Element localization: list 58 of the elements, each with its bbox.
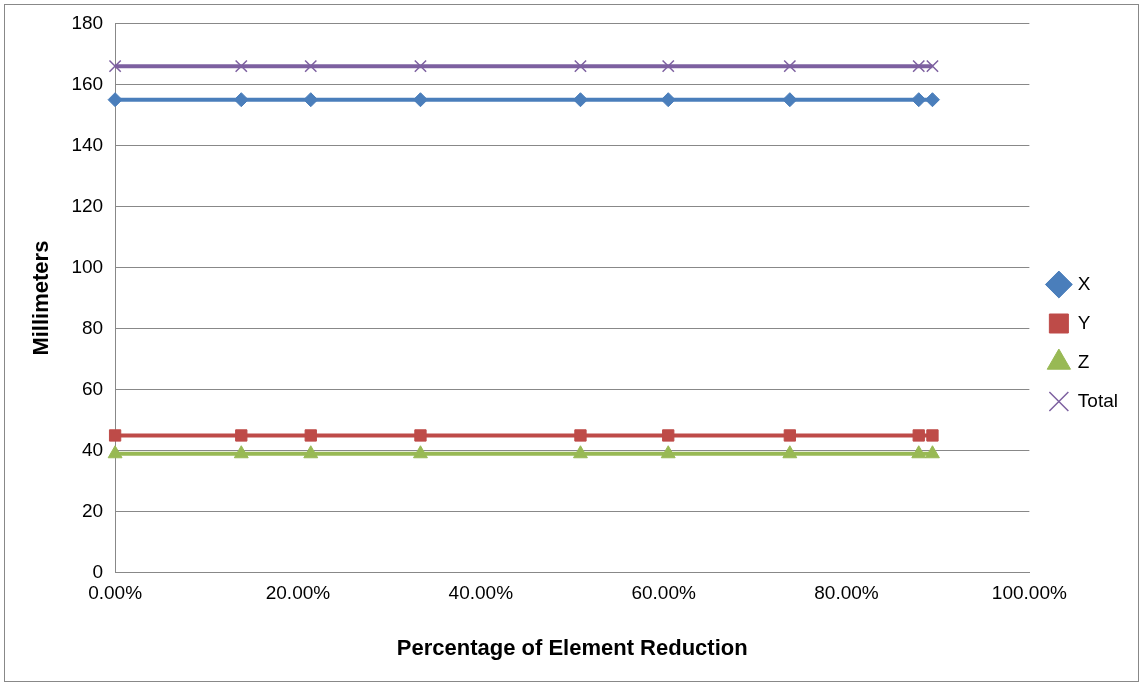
x-tick-label: 60.00% — [631, 582, 696, 604]
point — [107, 445, 123, 459]
point — [303, 445, 319, 459]
point — [412, 92, 428, 108]
point — [414, 59, 427, 73]
point — [662, 429, 675, 442]
point — [782, 445, 798, 459]
point — [574, 59, 587, 73]
point — [304, 429, 317, 442]
point — [660, 92, 676, 108]
x-axis-title: Percentage of Element Reduction — [396, 634, 748, 660]
y-tick-label: 80 — [81, 316, 104, 338]
legend-label: Y — [1077, 311, 1091, 333]
x-tick-label: 0.00% — [88, 582, 143, 604]
point — [304, 59, 318, 73]
point — [924, 92, 940, 108]
point — [107, 92, 123, 108]
point — [108, 59, 122, 73]
point — [661, 59, 675, 73]
x-tick-label: 80.00% — [814, 582, 879, 604]
point — [911, 92, 927, 108]
point — [660, 445, 676, 459]
point — [783, 429, 796, 442]
y-tick-label: 100 — [71, 255, 104, 277]
legend-label: Z — [1077, 350, 1090, 372]
x-tick-label: 100.00% — [991, 582, 1067, 604]
y-tick-label: 40 — [81, 438, 104, 460]
point — [233, 445, 249, 459]
point — [782, 92, 798, 108]
y-axis-title: Millimeters — [28, 240, 54, 356]
point — [233, 92, 249, 108]
point — [108, 429, 122, 442]
point — [926, 429, 939, 442]
point — [912, 59, 926, 73]
point — [783, 59, 797, 73]
point — [926, 59, 939, 73]
point — [573, 445, 588, 459]
legend-label: X — [1077, 272, 1091, 294]
point — [234, 59, 248, 73]
x-tick-label: 20.00% — [265, 582, 331, 604]
point — [911, 445, 927, 459]
y-tick-label: 120 — [71, 194, 104, 216]
y-tick-label: 160 — [71, 72, 104, 94]
y-tick-label: 60 — [81, 377, 104, 399]
point — [414, 429, 427, 442]
y-tick-label: 140 — [71, 133, 104, 155]
point — [413, 445, 428, 459]
point — [303, 92, 319, 108]
point — [235, 429, 248, 442]
point — [574, 429, 587, 442]
point — [912, 429, 925, 442]
y-tick-label: 20 — [81, 499, 104, 521]
point — [572, 92, 588, 108]
y-tick-label: 180 — [71, 11, 104, 33]
legend-label: Total — [1077, 389, 1119, 411]
y-tick-label: 0 — [92, 561, 104, 583]
x-tick-label: 40.00% — [448, 582, 514, 604]
point — [925, 445, 940, 459]
